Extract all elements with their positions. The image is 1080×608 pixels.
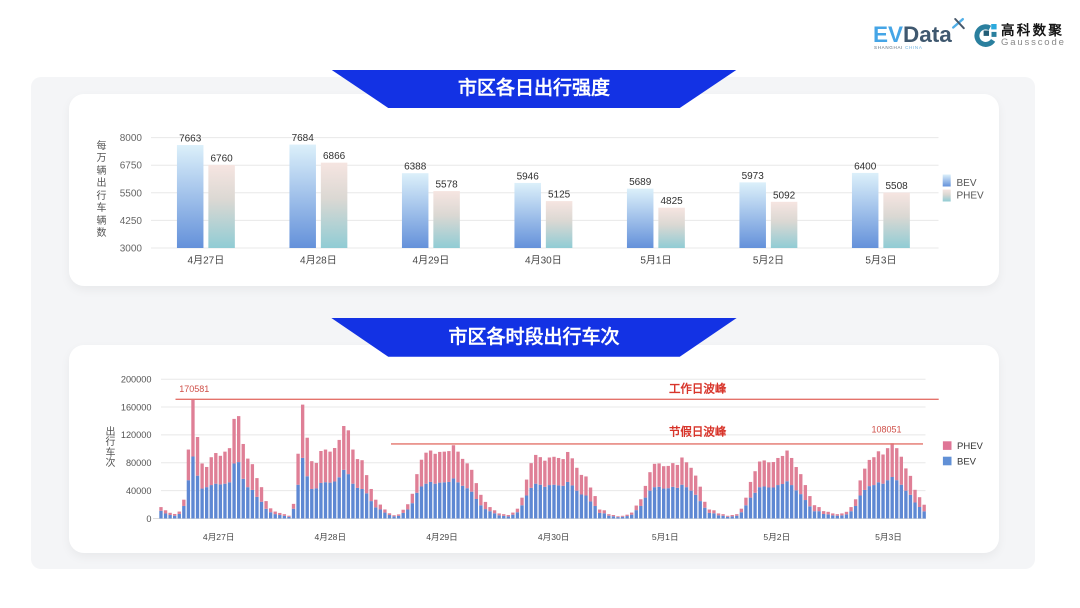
svg-text:6400: 6400 xyxy=(854,161,877,172)
svg-text:5月1日: 5月1日 xyxy=(640,255,671,267)
svg-text:4月28日: 4月28日 xyxy=(315,532,347,542)
svg-text:4月30日: 4月30日 xyxy=(525,255,562,267)
svg-text:5500: 5500 xyxy=(120,188,143,199)
svg-text:5月2日: 5月2日 xyxy=(763,532,790,542)
svg-text:6388: 6388 xyxy=(404,162,427,173)
svg-text:4月28日: 4月28日 xyxy=(300,255,337,267)
svg-text:200000: 200000 xyxy=(121,375,152,385)
svg-text:5125: 5125 xyxy=(548,190,571,201)
svg-text:5973: 5973 xyxy=(742,171,765,182)
svg-text:5946: 5946 xyxy=(517,172,540,183)
svg-text:40000: 40000 xyxy=(126,486,152,496)
svg-text:6760: 6760 xyxy=(210,154,233,165)
svg-text:节假日波峰: 节假日波峰 xyxy=(669,425,727,439)
svg-text:5508: 5508 xyxy=(885,181,908,192)
svg-text:5月2日: 5月2日 xyxy=(753,255,784,267)
svg-text:4月27日: 4月27日 xyxy=(203,532,235,542)
svg-text:5578: 5578 xyxy=(435,180,458,191)
svg-text:8000: 8000 xyxy=(120,133,143,144)
svg-text:5689: 5689 xyxy=(629,177,652,188)
svg-text:120000: 120000 xyxy=(121,430,152,440)
svg-text:7684: 7684 xyxy=(292,133,315,144)
svg-text:3000: 3000 xyxy=(120,244,143,255)
svg-text:5月3日: 5月3日 xyxy=(875,532,902,542)
svg-text:170581: 170581 xyxy=(179,384,209,394)
svg-text:108051: 108051 xyxy=(871,424,901,434)
svg-text:6866: 6866 xyxy=(323,151,346,162)
svg-text:0: 0 xyxy=(146,514,151,524)
svg-text:160000: 160000 xyxy=(121,402,152,412)
svg-text:BEV: BEV xyxy=(957,178,977,189)
svg-text:5月1日: 5月1日 xyxy=(652,532,679,542)
svg-text:4月29日: 4月29日 xyxy=(426,532,458,542)
svg-text:5092: 5092 xyxy=(773,190,796,201)
svg-text:6750: 6750 xyxy=(120,161,143,172)
svg-text:BEV: BEV xyxy=(957,456,977,467)
svg-text:5月3日: 5月3日 xyxy=(865,255,896,267)
svg-text:4月30日: 4月30日 xyxy=(538,532,570,542)
svg-text:80000: 80000 xyxy=(126,458,152,468)
svg-text:PHEV: PHEV xyxy=(957,441,984,452)
svg-text:4月29日: 4月29日 xyxy=(413,255,450,267)
svg-text:工作日波峰: 工作日波峰 xyxy=(669,382,727,396)
svg-text:4825: 4825 xyxy=(660,196,683,207)
svg-text:PHEV: PHEV xyxy=(957,191,985,202)
svg-text:4250: 4250 xyxy=(120,216,143,227)
svg-text:7663: 7663 xyxy=(179,134,202,145)
svg-text:4月27日: 4月27日 xyxy=(188,255,225,267)
